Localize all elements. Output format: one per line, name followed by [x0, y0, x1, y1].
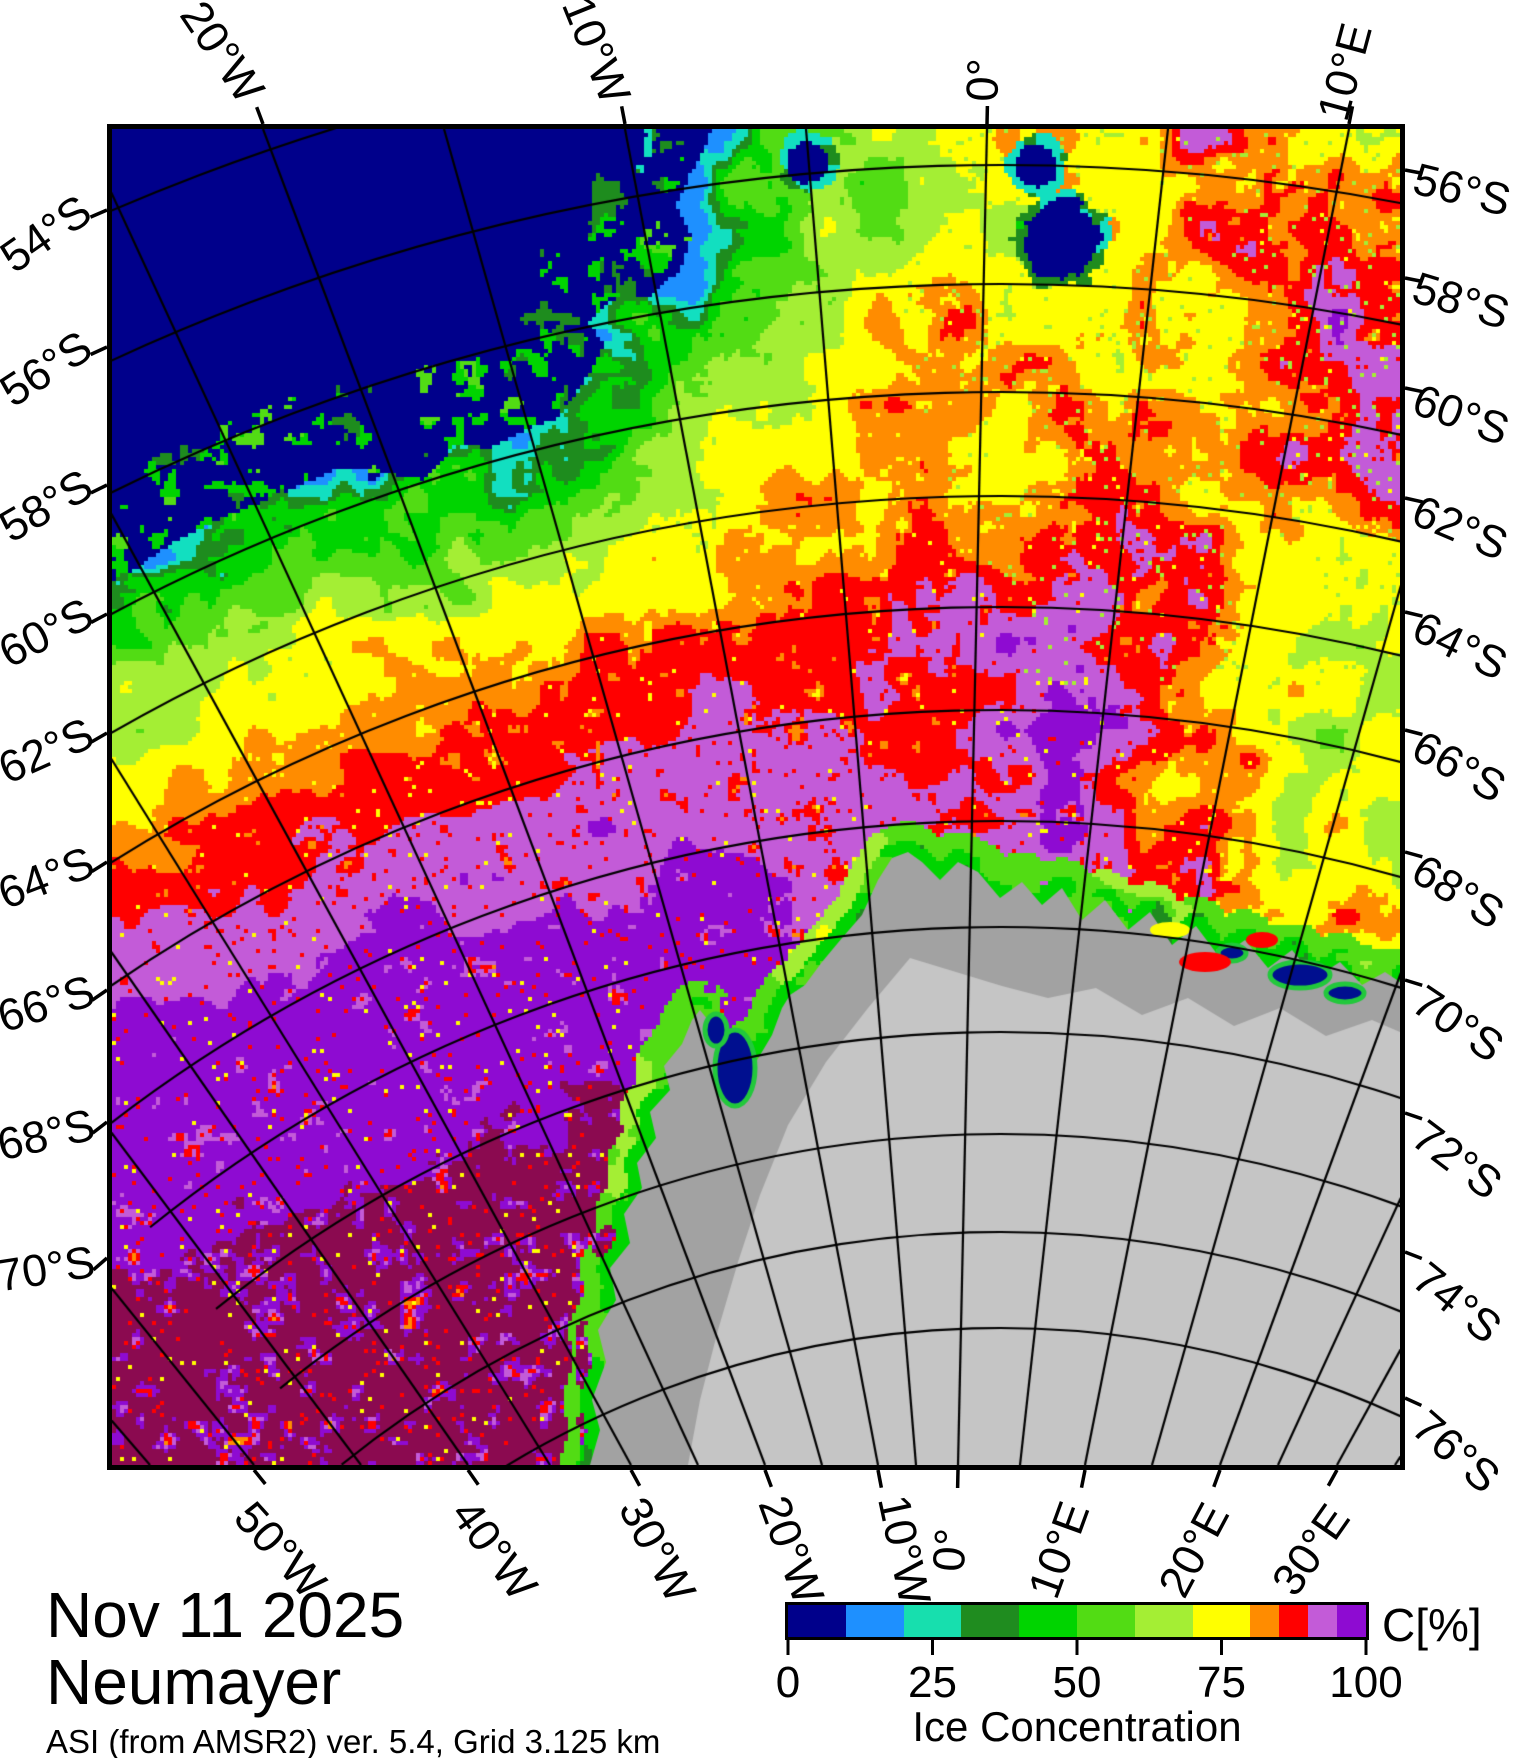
bottom-axis-label: 10°E	[1017, 1495, 1100, 1605]
right-axis-label: 74°S	[1402, 1251, 1512, 1353]
right-axis-label: 72°S	[1402, 1109, 1512, 1210]
colorbar-tick-label: 75	[1197, 1658, 1246, 1707]
title-block: Nov 11 2025 Neumayer ASI (from AMSR2) ve…	[46, 1583, 660, 1758]
top-axis-label: 10°E	[1307, 17, 1382, 126]
left-axis-label: 64°S	[0, 836, 101, 919]
tick-mark	[876, 1469, 884, 1489]
tick-mark	[466, 1469, 480, 1486]
left-axis-label: 60°S	[0, 587, 102, 678]
right-axis-label: 68°S	[1403, 844, 1514, 940]
tick-mark	[1212, 1469, 1222, 1488]
bottom-axis-label: 30°E	[1261, 1494, 1360, 1605]
tick-mark	[1404, 1396, 1423, 1408]
tick-mark	[1404, 850, 1423, 859]
left-axis-label: 58°S	[0, 458, 101, 552]
colorbar-segment	[1337, 1605, 1366, 1637]
colorbar-segment	[1192, 1605, 1251, 1637]
left-axis-label: 68°S	[0, 1098, 100, 1171]
bottom-axis-label: 20°W	[748, 1489, 835, 1611]
region-label: Neumayer	[46, 1646, 342, 1718]
left-axis-label: 62°S	[0, 706, 101, 794]
colorbar-segment	[788, 1605, 846, 1637]
colorbar-segment	[1076, 1605, 1135, 1637]
tick-mark	[1404, 978, 1423, 987]
tick-mark	[763, 1469, 773, 1488]
tick-mark	[619, 105, 627, 125]
colorbar-tick-label: 50	[1052, 1658, 1102, 1707]
right-axis-label: 76°S	[1402, 1400, 1511, 1504]
right-axis-label: 62°S	[1405, 485, 1516, 571]
right-axis-label: 56°S	[1408, 152, 1516, 227]
tick-mark	[252, 1468, 267, 1486]
right-axis-label: 58°S	[1407, 262, 1516, 340]
left-axis-label: 54°S	[0, 184, 101, 283]
bottom-axis-label: 0°	[922, 1526, 977, 1574]
colorbar-tick-label: 0	[775, 1658, 801, 1707]
tick-mark	[255, 106, 265, 125]
top-axis-label: 10°W	[552, 0, 641, 111]
colorbar-segment	[1134, 1605, 1193, 1637]
map-frame	[107, 124, 1405, 1470]
top-axis-label: 20°W	[170, 0, 275, 112]
right-axis-label: 60°S	[1406, 373, 1516, 456]
left-axis-label: 70°S	[0, 1235, 99, 1302]
right-axis-label: 64°S	[1404, 600, 1516, 690]
tick-mark	[1079, 1469, 1087, 1488]
colorbar-segment	[1308, 1605, 1338, 1637]
colorbar-segment	[1250, 1605, 1280, 1637]
tick-mark	[629, 1469, 642, 1487]
colorbar-segment	[845, 1605, 904, 1637]
colorbar	[785, 1602, 1369, 1640]
top-axis-label: 0°	[956, 57, 1009, 103]
right-axis-label: 66°S	[1403, 720, 1515, 813]
colorbar-segment	[903, 1605, 962, 1637]
date-label: Nov 11 2025	[46, 1579, 405, 1651]
tick-mark	[1404, 1111, 1423, 1121]
tick-mark	[1326, 1469, 1339, 1487]
colorbar-segment	[1279, 1605, 1309, 1637]
colorbar-segment	[1019, 1605, 1077, 1637]
left-axis-label: 66°S	[0, 965, 101, 1043]
tick-mark	[1404, 1250, 1423, 1261]
bottom-axis-label: 20°E	[1148, 1494, 1240, 1606]
colorbar-unit-label: C[%]	[1382, 1599, 1482, 1651]
colorbar-axis-label: Ice Concentration	[912, 1703, 1242, 1750]
colorbar-tick-label: 25	[908, 1658, 957, 1707]
left-axis-label: 56°S	[0, 320, 101, 418]
right-axis-label: 70°S	[1403, 974, 1513, 1072]
ice-concentration-map	[112, 129, 1400, 1465]
source-label: ASI (from AMSR2) ver. 5.4, Grid 3.125 km	[46, 1723, 661, 1758]
colorbar-segment	[961, 1605, 1020, 1637]
colorbar-tick-label: 100	[1329, 1658, 1403, 1707]
